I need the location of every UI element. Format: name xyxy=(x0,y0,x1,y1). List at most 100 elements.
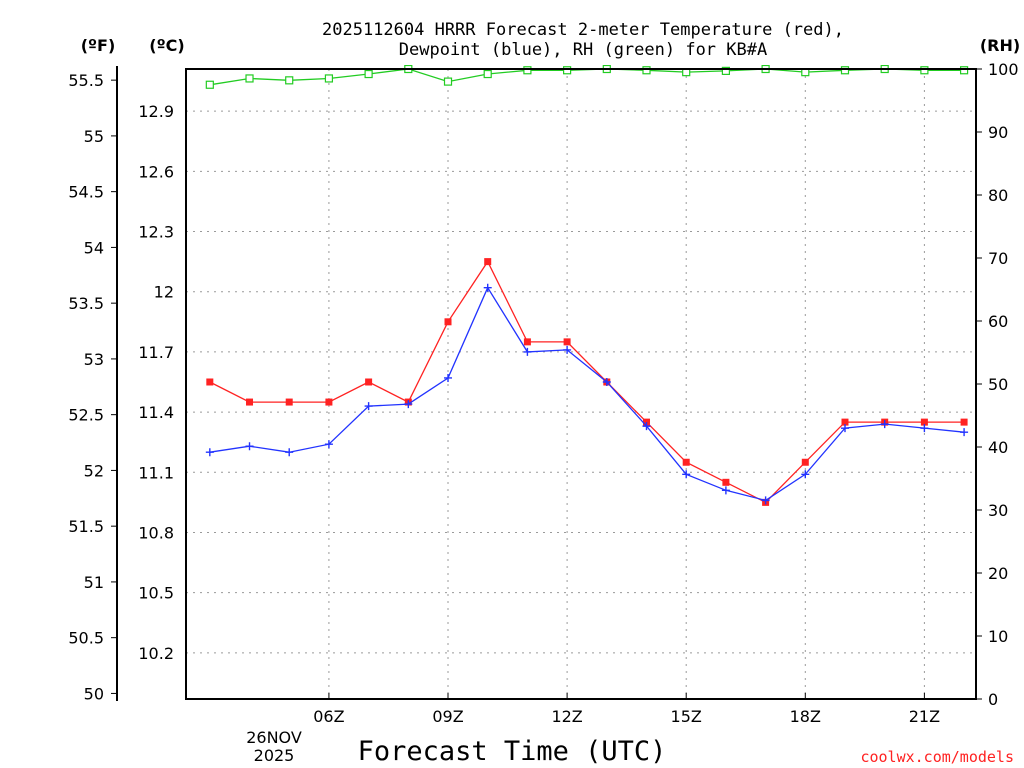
2-meter-temperature-point xyxy=(841,418,849,426)
rh-point xyxy=(245,74,254,83)
fahrenheit-tick-label: 54.5 xyxy=(68,183,104,202)
data-series xyxy=(205,65,969,506)
dewpoint-point xyxy=(602,377,611,386)
rh-point xyxy=(563,66,572,75)
2-meter-temperature-point xyxy=(484,258,492,266)
fahrenheit-tick-label: 50.5 xyxy=(68,629,104,648)
2-meter-temperature-point xyxy=(563,338,571,346)
dewpoint-point xyxy=(801,470,810,479)
fahrenheit-unit-label: (ºF) xyxy=(81,36,116,55)
dewpoint-point xyxy=(682,470,691,479)
2-meter-temperature-point xyxy=(325,398,333,406)
x-tick-label: 15Z xyxy=(671,707,702,726)
celsius-tick-label: 12.9 xyxy=(138,102,174,121)
2-meter-temperature-point xyxy=(722,478,730,486)
dewpoint-point xyxy=(364,402,373,411)
celsius-tick-label: 11.7 xyxy=(138,343,174,362)
fahrenheit-tick-label: 54 xyxy=(84,238,104,257)
axes: 06Z 09Z 12Z 15Z 18Z 21Z 10.2 10.5 10.8 11.1 11.4 11… xyxy=(68,60,1018,726)
dewpoint-line xyxy=(209,286,965,502)
date-label-year: 2025 xyxy=(254,746,295,765)
rh-point xyxy=(364,69,373,79)
dewpoint-point xyxy=(960,428,969,437)
fahrenheit-tick-label: 55 xyxy=(84,127,104,146)
celsius-tick-label: 12 xyxy=(154,283,174,302)
rh-tick-label: 0 xyxy=(988,690,998,709)
x-tick-label: 06Z xyxy=(313,707,344,726)
2-meter-temperature-point xyxy=(523,338,531,346)
gridlines xyxy=(186,69,976,699)
dewpoint-point xyxy=(483,283,492,292)
celsius-tick-label: 11.1 xyxy=(138,463,174,482)
2-meter-temperature-point xyxy=(801,458,809,466)
rh-tick-label: 70 xyxy=(988,249,1008,268)
dewpoint-point xyxy=(245,442,254,451)
celsius-tick-label: 10.8 xyxy=(138,523,174,542)
fahrenheit-tick-label: 55.5 xyxy=(68,71,104,90)
x-tick-label: 12Z xyxy=(551,707,582,726)
celsius-unit-label: (ºC) xyxy=(149,36,184,55)
fahrenheit-tick-label: 52 xyxy=(84,461,104,480)
dewpoint-point xyxy=(324,440,333,449)
x-tick-label: 09Z xyxy=(432,707,463,726)
rh-point xyxy=(920,66,929,75)
rh-point xyxy=(324,74,334,83)
2-meter-temperature-point xyxy=(643,418,651,426)
rh-point xyxy=(642,66,651,75)
chart-title-line1: 2025112604 HRRR Forecast 2-meter Tempera… xyxy=(322,20,844,40)
rh-unit-label: (RH) xyxy=(980,36,1020,55)
celsius-tick-label: 11.4 xyxy=(138,403,174,422)
date-label-day: 26NOV xyxy=(246,728,302,747)
rh-point xyxy=(205,80,214,89)
series-group xyxy=(205,65,969,506)
rh-point xyxy=(840,66,850,75)
dewpoint-point xyxy=(404,400,413,409)
celsius-tick-label: 10.5 xyxy=(138,584,174,603)
dewpoint-point xyxy=(285,448,294,457)
rh-tick-label: 80 xyxy=(988,186,1008,205)
rh-point xyxy=(721,66,730,75)
2-meter-temperature-line xyxy=(209,260,965,504)
2-meter-temperature-point xyxy=(285,398,293,406)
dewpoint-point xyxy=(880,420,889,429)
credit-label: coolwx.com/models xyxy=(860,748,1014,766)
celsius-tick-label: 12.6 xyxy=(138,162,174,181)
rh-tick-label: 10 xyxy=(988,627,1008,646)
fahrenheit-tick-label: 53 xyxy=(84,350,104,369)
dewpoint-point xyxy=(444,373,453,382)
rh-tick-label: 100 xyxy=(988,60,1019,79)
fahrenheit-tick-label: 51 xyxy=(84,573,104,592)
plot-frame xyxy=(185,68,977,700)
dewpoint-point xyxy=(721,486,730,495)
rh-tick-label: 20 xyxy=(988,564,1008,583)
2-meter-temperature-point xyxy=(365,378,373,386)
rh-tick-label: 60 xyxy=(988,312,1008,331)
rh-tick-label: 90 xyxy=(988,123,1008,142)
fahrenheit-tick-label: 50 xyxy=(84,684,104,703)
dewpoint-point xyxy=(523,347,532,356)
dewpoint-point xyxy=(205,448,214,457)
fahrenheit-tick-label: 52.5 xyxy=(68,406,104,425)
x-axis-title: Forecast Time (UTC) xyxy=(358,736,667,767)
rh-tick-label: 50 xyxy=(988,375,1008,394)
celsius-tick-label: 10.2 xyxy=(138,644,174,663)
fahrenheit-tick-label: 51.5 xyxy=(68,517,104,536)
celsius-tick-label: 12.3 xyxy=(138,223,174,242)
chart-title-line2: Dewpoint (blue), RH (green) for KB#A xyxy=(399,40,767,60)
2-meter-temperature-point xyxy=(682,458,690,466)
rh-point xyxy=(285,76,294,85)
2-meter-temperature-point xyxy=(246,398,254,406)
dewpoint-point xyxy=(920,424,929,433)
rh-tick-label: 40 xyxy=(988,438,1008,457)
x-tick-label: 18Z xyxy=(790,707,821,726)
rh-tick-label: 30 xyxy=(988,501,1008,520)
dewpoint-point xyxy=(840,424,849,433)
rh-line xyxy=(209,68,965,86)
2-meter-temperature-point xyxy=(920,418,928,426)
2-meter-temperature-point xyxy=(444,318,452,326)
2-meter-temperature-point xyxy=(960,418,968,426)
rh-point xyxy=(523,66,532,75)
2-meter-temperature-point xyxy=(206,378,214,386)
dewpoint-point xyxy=(642,422,651,431)
dewpoint-point xyxy=(563,345,572,354)
